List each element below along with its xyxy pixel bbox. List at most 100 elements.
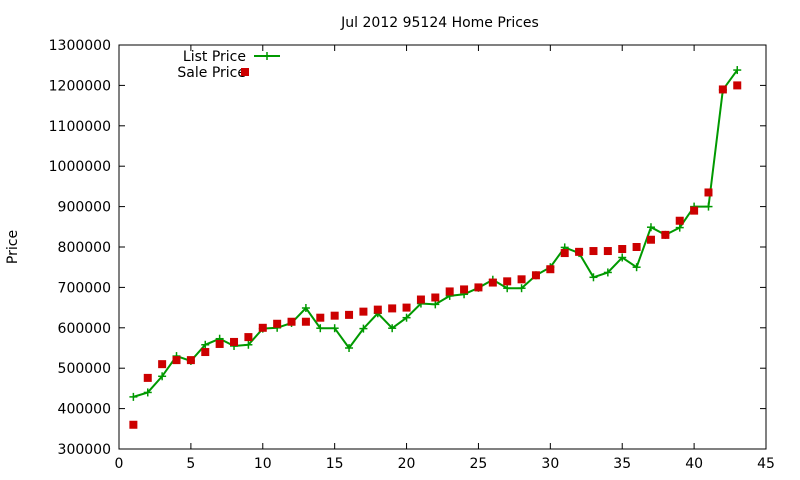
y-tick-label: 800000: [58, 240, 111, 256]
sale-price-point: [460, 285, 469, 294]
list-price-point: [316, 324, 325, 333]
y-tick-label: 1100000: [49, 119, 111, 135]
sale-price-point: [388, 304, 397, 313]
sale-price-point: [258, 323, 267, 332]
sale-price-point: [172, 356, 181, 365]
sale-price-point: [215, 339, 224, 348]
list-price-point: [517, 284, 526, 293]
x-tick-label: 35: [613, 456, 631, 472]
y-tick-label: 400000: [58, 402, 111, 418]
list-price-point: [345, 344, 354, 352]
sale-price-point: [474, 283, 483, 292]
chart-title: Jul 2012 95124 Home Prices: [340, 15, 539, 31]
y-axis-label: Price: [5, 230, 21, 264]
x-tick-label: 10: [254, 456, 272, 472]
sale-price-point: [718, 85, 727, 94]
sale-price-point: [488, 278, 497, 287]
legend-square-marker: [241, 68, 249, 76]
sale-price-point: [402, 303, 411, 312]
x-tick-label: 40: [685, 456, 703, 472]
y-tick-label: 500000: [58, 361, 111, 377]
sale-price-point: [445, 287, 454, 296]
series-list-price: [129, 66, 742, 401]
sale-price-point: [589, 247, 598, 256]
sale-price-point: [603, 247, 612, 256]
list-price-point: [388, 324, 397, 333]
y-tick-label: 600000: [58, 321, 111, 337]
list-price-point: [129, 392, 138, 401]
sale-price-point: [373, 305, 382, 314]
x-tick-label: 20: [398, 456, 416, 472]
sale-price-point: [129, 420, 138, 429]
x-tick-label: 5: [186, 456, 195, 472]
y-tick-label: 1200000: [49, 78, 111, 94]
sale-price-point: [416, 295, 425, 304]
ticks-layer: 0 5 10 15 20 25 30 35 40 45 300000 400000 500000 6000…: [49, 38, 775, 472]
x-tick-label: 30: [541, 456, 559, 472]
sale-price-point: [158, 360, 167, 369]
list-price-point: [158, 372, 167, 381]
sale-price-point: [618, 245, 627, 254]
list-price-point: [675, 223, 684, 232]
list-price-point: [503, 284, 512, 293]
list-price-point: [402, 313, 411, 322]
legend-label: Sale Price: [177, 65, 246, 81]
sale-price-point: [273, 319, 282, 328]
list-price-point: [733, 66, 742, 75]
legend-label: List Price: [183, 49, 246, 65]
series-sale-price: [129, 81, 742, 429]
sale-price-point: [661, 230, 670, 239]
list-price-point: [201, 340, 210, 349]
y-tick-label: 1000000: [49, 159, 111, 175]
list-price-point: [589, 273, 598, 282]
list-price-point: [431, 300, 440, 309]
list-price-point: [603, 268, 612, 277]
y-tick-label: 300000: [58, 442, 111, 458]
sale-price-point: [244, 333, 253, 342]
legend-plus-marker: [263, 52, 271, 60]
sale-price-point: [201, 348, 210, 357]
sale-price-point: [531, 271, 540, 280]
list-price-point: [330, 324, 339, 333]
x-tick-label: 0: [115, 456, 124, 472]
list-price-point: [244, 340, 253, 349]
list-price-line: [133, 69, 739, 398]
sale-price-point: [690, 206, 699, 215]
sale-price-point: [359, 307, 368, 316]
y-tick-label: 900000: [58, 200, 111, 216]
list-price-point: [632, 263, 641, 272]
list-price-point: [618, 253, 627, 262]
sale-price-point: [646, 235, 655, 244]
sale-price-point: [546, 265, 555, 274]
plot-frame: [118, 44, 767, 450]
sale-price-point: [675, 216, 684, 225]
list-price-point: [359, 324, 368, 333]
sale-price-point: [330, 311, 339, 320]
sale-price-point: [230, 337, 239, 346]
sale-price-point: [316, 313, 325, 322]
sale-price-point: [560, 249, 569, 258]
sale-price-point: [345, 310, 354, 319]
sale-price-point: [517, 275, 526, 284]
x-tick-label: 45: [757, 456, 775, 472]
y-tick-label: 1300000: [49, 38, 111, 54]
series-layer: [129, 66, 742, 429]
list-price-point: [704, 202, 713, 211]
sale-price-point: [503, 277, 512, 286]
sale-price-point: [143, 373, 152, 382]
list-price-point: [646, 223, 655, 232]
sale-price-point: [632, 243, 641, 251]
sale-price-point: [575, 247, 584, 256]
sale-price-point: [704, 188, 713, 197]
x-tick-label: 15: [326, 456, 344, 472]
sale-price-point: [186, 356, 195, 365]
sale-price-point: [287, 317, 296, 326]
list-price-point: [143, 388, 152, 397]
x-tick-label: 25: [470, 456, 488, 472]
sale-price-point: [733, 81, 742, 90]
y-tick-label: 700000: [58, 280, 111, 296]
list-price-point: [301, 304, 310, 313]
sale-price-point: [431, 293, 440, 302]
